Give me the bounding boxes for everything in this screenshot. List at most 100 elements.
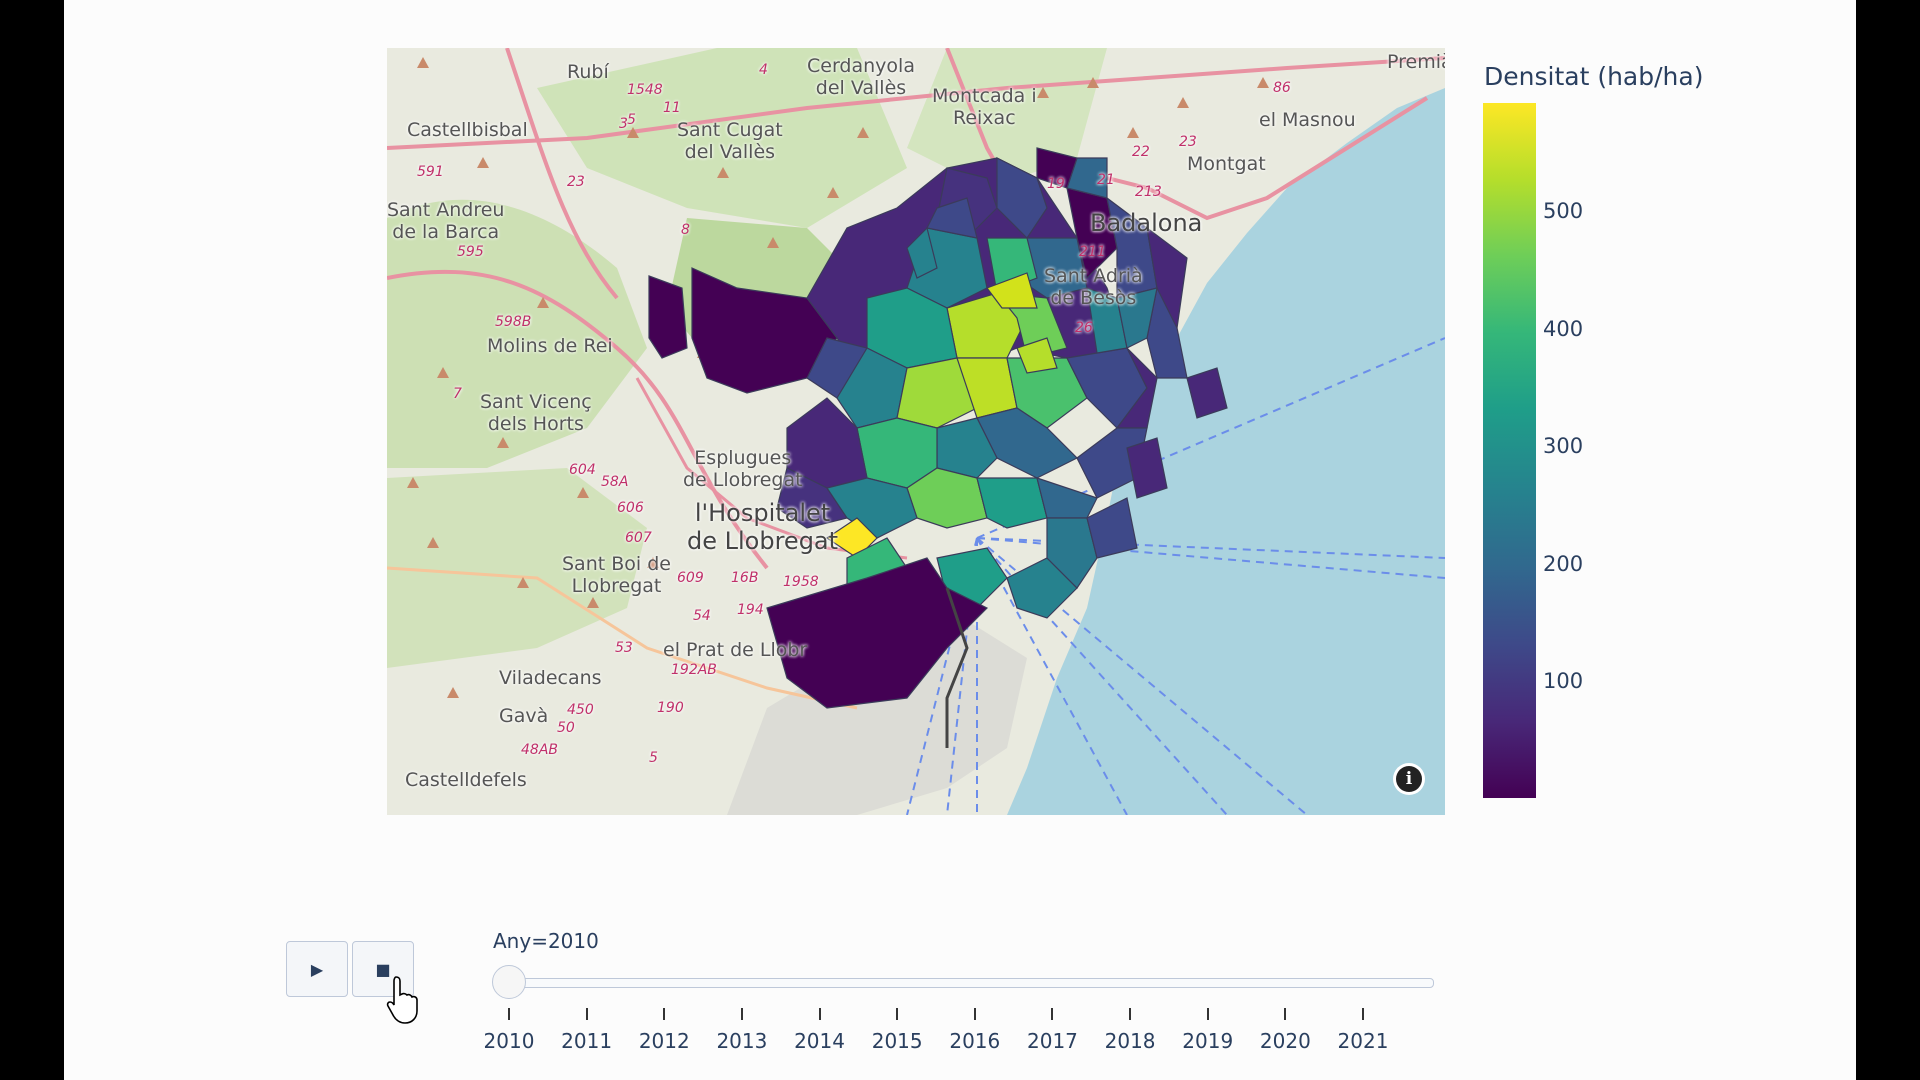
- label-cerdanyola: Cerdanyola del Vallès: [807, 55, 915, 99]
- stop-icon: ■: [375, 959, 391, 979]
- slider-tick: [1284, 1008, 1287, 1020]
- slider-year-label[interactable]: 2021: [1337, 1029, 1389, 1053]
- label-santcugat: Sant Cugat del Vallès: [677, 119, 783, 163]
- slider-tick: [508, 1008, 510, 1020]
- road-label: 50: [557, 720, 575, 736]
- road-label: 11: [663, 100, 681, 116]
- colorbar: [1483, 103, 1536, 798]
- slider-tick: [1129, 1008, 1132, 1020]
- road-label: 23: [1179, 134, 1197, 150]
- slider-tick: [663, 1008, 666, 1020]
- road-label: 190: [657, 700, 684, 716]
- road-label: 23: [567, 174, 585, 190]
- label-premia: Premià: [1387, 51, 1445, 73]
- road-label: 53: [615, 640, 633, 656]
- colorbar-tick: 200: [1543, 552, 1584, 576]
- label-castelldefels: Castelldefels: [405, 769, 527, 791]
- info-icon[interactable]: i: [1393, 763, 1425, 795]
- road-label: 5: [649, 750, 658, 766]
- road-label: 213: [1135, 184, 1162, 200]
- slider-tick: [896, 1008, 899, 1020]
- road-label: 19: [1047, 176, 1065, 192]
- map-canvas: [387, 48, 1445, 815]
- road-label: 1958: [783, 574, 819, 590]
- road-label: 5: [627, 112, 636, 128]
- slider-year-label[interactable]: 2011: [561, 1029, 613, 1053]
- road-label: 54: [693, 608, 711, 624]
- colorbar-tick: 400: [1543, 317, 1584, 341]
- label-viladecans: Viladecans: [499, 667, 602, 689]
- label-montcada: Montcada i Reixac: [932, 85, 1037, 129]
- slider-tick: [585, 1008, 588, 1020]
- road-label: 58A: [601, 474, 629, 490]
- label-pratllob: el Prat de Llobr: [663, 639, 808, 661]
- hand-cursor-icon: [386, 976, 418, 1024]
- label-hospitalet: l'Hospitalet de Llobregat: [687, 499, 839, 555]
- choropleth-regions: [648, 147, 1228, 709]
- label-castellbisbal: Castellbisbal: [407, 119, 528, 141]
- label-santboi: Sant Boi de Llobregat: [562, 553, 671, 597]
- road-label: 211: [1079, 244, 1106, 260]
- label-santandreu: Sant Andreu de la Barca: [387, 199, 505, 243]
- stop-button[interactable]: ■: [352, 941, 414, 997]
- slider-year-label[interactable]: 2019: [1182, 1029, 1234, 1053]
- label-santvicenc: Sant Vicenç dels Horts: [480, 391, 592, 435]
- label-santadria: Sant Adrià de Besòs: [1044, 265, 1143, 309]
- slider-year-label[interactable]: 2018: [1104, 1029, 1156, 1053]
- road-label: 591: [417, 164, 444, 180]
- road-label: 21: [1097, 172, 1115, 188]
- road-label: 450: [567, 702, 594, 718]
- road-label: 26: [1075, 320, 1093, 336]
- road-label: 3: [619, 116, 628, 132]
- road-label: 8: [681, 222, 690, 238]
- slider-year-label[interactable]: 2014: [794, 1029, 845, 1053]
- road-label: 7: [453, 386, 462, 402]
- slider-year-label[interactable]: 2012: [638, 1029, 690, 1053]
- road-label: 48AB: [521, 742, 558, 758]
- slider-rail[interactable]: [494, 978, 1434, 988]
- play-button[interactable]: ▶: [286, 941, 348, 997]
- label-badalona: Badalona: [1090, 209, 1203, 237]
- road-label: 86: [1273, 80, 1291, 96]
- slider-year-label[interactable]: 2020: [1259, 1029, 1311, 1053]
- road-label: 595: [457, 244, 484, 260]
- road-label: 604: [569, 462, 596, 478]
- label-esplugues: Esplugues de Llobregat: [683, 447, 803, 491]
- road-label: 192AB: [671, 662, 717, 678]
- label-gava: Gavà: [499, 705, 549, 727]
- slider-year-label[interactable]: 2013: [716, 1029, 768, 1053]
- label-montgat: Montgat: [1187, 153, 1266, 175]
- slider-year-label[interactable]: 2015: [871, 1029, 923, 1053]
- slider-current-label: Any=2010: [493, 929, 599, 953]
- road-label: 606: [617, 500, 644, 516]
- slider-tick: [1206, 1008, 1209, 1020]
- slider-handle[interactable]: [492, 965, 526, 999]
- slider-tick: [740, 1008, 743, 1020]
- colorbar-title: Densitat (hab/ha): [1484, 62, 1704, 91]
- colorbar-tick: 100: [1543, 669, 1584, 693]
- slider-tick: [818, 1008, 821, 1020]
- label-rubi: Rubí: [567, 61, 609, 83]
- road-label: 194: [737, 602, 764, 618]
- map[interactable]: Rubí Cerdanyola del Vallès Montcada i Re…: [387, 48, 1445, 815]
- info-glyph: i: [1396, 766, 1422, 792]
- slider-year-label[interactable]: 2010: [483, 1029, 535, 1053]
- road-label: 1548: [627, 82, 663, 98]
- slider-year-label[interactable]: 2017: [1027, 1029, 1078, 1053]
- colorbar-tick: 500: [1543, 199, 1584, 223]
- slider-tick: [973, 1008, 976, 1020]
- slider-year-label[interactable]: 2016: [949, 1029, 1001, 1053]
- road-label: 4: [759, 62, 768, 78]
- peak-markers: [407, 57, 1269, 698]
- label-masnou: el Masnou: [1259, 109, 1356, 131]
- road-label: 598B: [495, 314, 532, 330]
- road-label: 607: [625, 530, 652, 546]
- colorbar-tick: 300: [1543, 434, 1584, 458]
- road-label: 16B: [731, 570, 759, 586]
- slider-tick: [1051, 1008, 1054, 1020]
- road-label: 22: [1132, 144, 1150, 160]
- label-molins: Molins de Rei: [487, 335, 613, 357]
- road-label: 609: [677, 570, 704, 586]
- play-icon: ▶: [310, 959, 324, 979]
- page: Rubí Cerdanyola del Vallès Montcada i Re…: [64, 0, 1856, 1080]
